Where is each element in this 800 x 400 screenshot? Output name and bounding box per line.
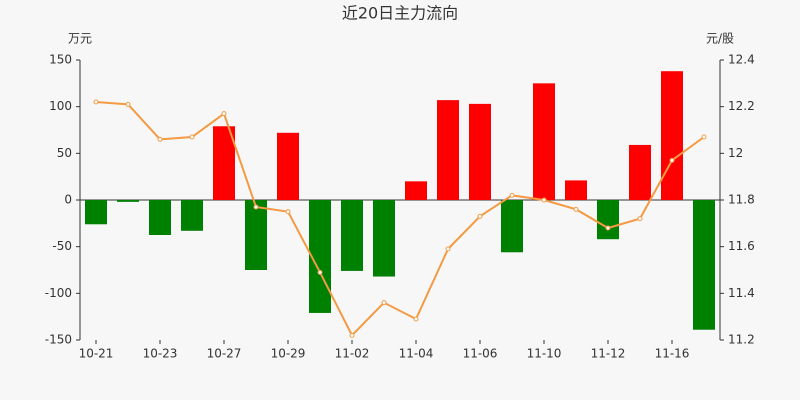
y-tick-label: -100 (45, 286, 72, 300)
x-tick-label: 11-10 (527, 347, 562, 361)
x-tick-label: 10-21 (79, 347, 114, 361)
price-point (349, 332, 355, 338)
bar (181, 200, 203, 231)
bar (437, 100, 459, 200)
x-tick-label: 10-29 (271, 347, 306, 361)
price-point (669, 157, 675, 163)
y-tick-label: 150 (49, 53, 72, 67)
price-point (125, 101, 131, 107)
bar (405, 181, 427, 200)
price-point (701, 134, 707, 140)
chart-title: 近20日主力流向 (342, 4, 458, 23)
x-tick-label: 10-27 (207, 347, 242, 361)
bar (85, 200, 107, 225)
bar (469, 103, 491, 200)
bar (501, 200, 523, 253)
price-point (509, 192, 515, 198)
y2-tick-label: 11.2 (728, 333, 755, 347)
price-point (221, 111, 227, 117)
bar (629, 144, 651, 200)
y-tick-label: 0 (64, 193, 72, 207)
y2-tick-label: 11.8 (728, 193, 755, 207)
bar (533, 83, 555, 200)
price-point (253, 204, 259, 210)
x-tick-label: 11-16 (655, 347, 690, 361)
y-tick-label: 50 (57, 146, 72, 160)
y2-tick-label: 12.4 (728, 53, 755, 67)
bar (149, 200, 171, 235)
bar (565, 180, 587, 200)
x-tick-label: 11-06 (463, 347, 498, 361)
bar (661, 71, 683, 200)
price-point (445, 246, 451, 252)
bar (245, 200, 267, 270)
y2-tick-label: 11.4 (728, 286, 755, 300)
bar (213, 126, 235, 200)
bar (277, 132, 299, 200)
price-point (93, 99, 99, 105)
bar (117, 200, 139, 202)
y-tick-label: -50 (52, 239, 72, 253)
price-point (477, 213, 483, 219)
y2-tick-label: 12 (728, 146, 743, 160)
y2-axis-unit: 元/股 (706, 32, 734, 46)
price-point (381, 300, 387, 306)
price-point (541, 197, 547, 203)
price-point (189, 134, 195, 140)
price-point (285, 209, 291, 215)
price-line (95, 101, 705, 338)
bar (597, 200, 619, 240)
price-point (605, 225, 611, 231)
y-tick-label: 100 (49, 99, 72, 113)
price-point (157, 136, 163, 142)
x-tick-label: 10-23 (143, 347, 178, 361)
y2-tick-label: 12.2 (728, 99, 755, 113)
y-tick-label: -150 (45, 333, 72, 347)
x-tick-label: 11-12 (591, 347, 626, 361)
y-axis-unit: 万元 (68, 32, 92, 46)
price-point (637, 216, 643, 222)
bar (341, 200, 363, 271)
bar (693, 200, 715, 330)
bar (373, 200, 395, 277)
x-tick-label: 11-04 (399, 347, 434, 361)
price-point (317, 269, 323, 275)
x-tick-label: 11-02 (335, 347, 370, 361)
price-point (413, 316, 419, 322)
price-point (573, 206, 579, 212)
y2-tick-label: 11.6 (728, 239, 755, 253)
